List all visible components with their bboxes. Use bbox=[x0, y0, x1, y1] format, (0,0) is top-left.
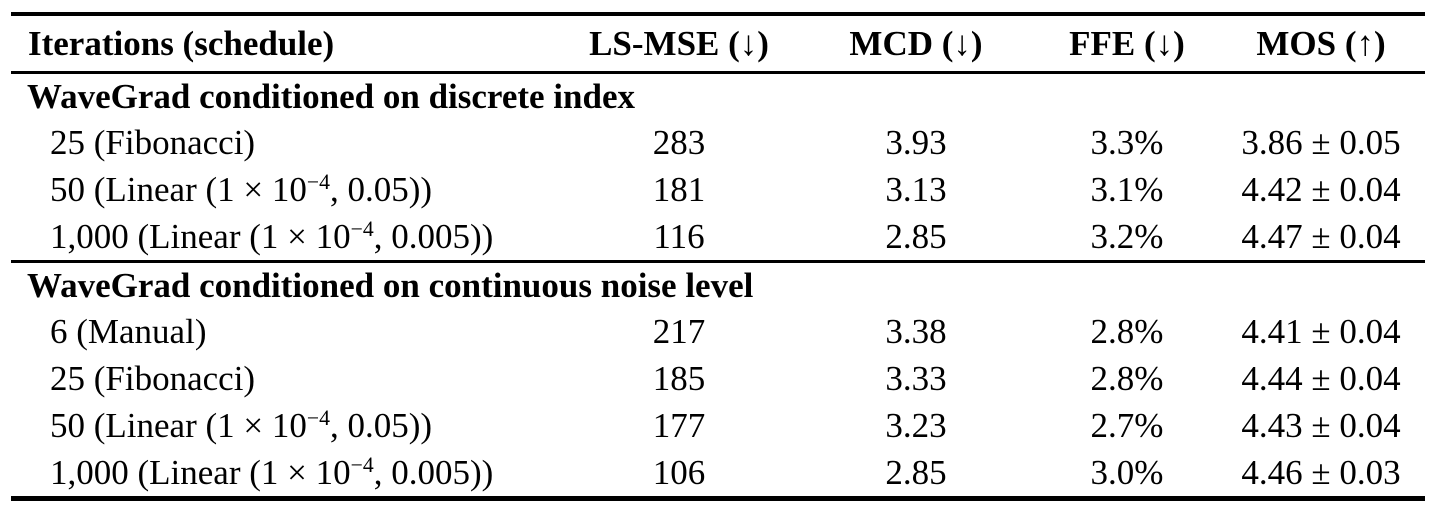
cell-ls-mse: 181 bbox=[652, 169, 706, 209]
cell-ls-mse: 116 bbox=[653, 216, 705, 256]
cell-ls-mse: 283 bbox=[652, 122, 706, 162]
cell-schedule: 1,000 (Linear (1 × 10−4, 0.005)) bbox=[50, 452, 494, 492]
section-header: WaveGrad conditioned on continuous noise… bbox=[27, 265, 754, 305]
cell-mcd: 2.85 bbox=[885, 216, 947, 256]
cell-mcd: 2.85 bbox=[885, 452, 947, 492]
cell-ffe: 2.8% bbox=[1090, 311, 1164, 351]
table-section: WaveGrad conditioned on discrete index 25… bbox=[11, 73, 1425, 262]
cell-schedule: 50 (Linear (1 × 10−4, 0.05)) bbox=[50, 405, 433, 445]
cell-mos: 4.41 ± 0.04 bbox=[1241, 311, 1401, 351]
cell-mos: 4.47 ± 0.04 bbox=[1241, 216, 1401, 256]
table-row: 6 (Manual) 217 3.38 2.8% 4.41 ± 0.04 bbox=[11, 308, 1425, 355]
cell-mcd: 3.13 bbox=[885, 169, 947, 209]
cell-ffe: 2.8% bbox=[1090, 358, 1164, 398]
section-header-row: WaveGrad conditioned on discrete index bbox=[11, 73, 1425, 120]
cell-ls-mse: 185 bbox=[652, 358, 706, 398]
section-header-row: WaveGrad conditioned on continuous noise… bbox=[11, 262, 1425, 309]
col-header-ffe: FFE (↓) bbox=[1069, 23, 1185, 63]
col-header-ls-mse: LS-MSE (↓) bbox=[589, 23, 769, 63]
table-row: 1,000 (Linear (1 × 10−4, 0.005)) 116 2.85 3… bbox=[11, 213, 1425, 262]
results-table: Iterations (schedule) LS-MSE (↓) MCD (↓)… bbox=[11, 16, 1425, 496]
cell-ls-mse: 177 bbox=[652, 405, 706, 445]
cell-mcd: 3.33 bbox=[885, 358, 947, 398]
cell-mos: 3.86 ± 0.05 bbox=[1241, 122, 1401, 162]
col-header-mcd: MCD (↓) bbox=[849, 23, 983, 63]
cell-mos: 4.43 ± 0.04 bbox=[1241, 405, 1401, 445]
cell-ffe: 3.0% bbox=[1090, 452, 1164, 492]
cell-mcd: 3.93 bbox=[885, 122, 947, 162]
table-row: 50 (Linear (1 × 10−4, 0.05)) 181 3.13 3.1% 4… bbox=[11, 166, 1425, 213]
section-header: WaveGrad conditioned on discrete index bbox=[27, 76, 635, 116]
cell-ffe: 2.7% bbox=[1090, 405, 1164, 445]
cell-ffe: 3.3% bbox=[1090, 122, 1164, 162]
cell-mos: 4.42 ± 0.04 bbox=[1241, 169, 1401, 209]
header-row: Iterations (schedule) LS-MSE (↓) MCD (↓)… bbox=[11, 16, 1425, 73]
cell-schedule: 6 (Manual) bbox=[50, 311, 207, 351]
results-table-wrap: Iterations (schedule) LS-MSE (↓) MCD (↓)… bbox=[11, 12, 1425, 501]
cell-schedule: 1,000 (Linear (1 × 10−4, 0.005)) bbox=[50, 216, 494, 256]
table-section: WaveGrad conditioned on continuous noise… bbox=[11, 261, 1425, 497]
cell-ffe: 3.2% bbox=[1090, 216, 1164, 256]
cell-mcd: 3.23 bbox=[885, 405, 947, 445]
table-row: 1,000 (Linear (1 × 10−4, 0.005)) 106 2.85 3… bbox=[11, 449, 1425, 496]
col-header-mos: MOS (↑) bbox=[1256, 23, 1386, 63]
cell-schedule: 25 (Fibonacci) bbox=[50, 122, 256, 162]
cell-schedule: 50 (Linear (1 × 10−4, 0.05)) bbox=[50, 169, 433, 209]
cell-ls-mse: 106 bbox=[652, 452, 706, 492]
cell-mcd: 3.38 bbox=[885, 311, 947, 351]
cell-ls-mse: 217 bbox=[652, 311, 706, 351]
cell-schedule: 25 (Fibonacci) bbox=[50, 358, 256, 398]
table-header: Iterations (schedule) LS-MSE (↓) MCD (↓)… bbox=[11, 16, 1425, 73]
cell-ffe: 3.1% bbox=[1090, 169, 1164, 209]
col-header-iterations-schedule: Iterations (schedule) bbox=[28, 23, 335, 63]
cell-mos: 4.46 ± 0.03 bbox=[1241, 452, 1401, 492]
table-row: 25 (Fibonacci) 283 3.93 3.3% 3.86 ± 0.05 bbox=[11, 119, 1425, 166]
table-row: 25 (Fibonacci) 185 3.33 2.8% 4.44 ± 0.04 bbox=[11, 355, 1425, 402]
cell-mos: 4.44 ± 0.04 bbox=[1241, 358, 1401, 398]
table-row: 50 (Linear (1 × 10−4, 0.05)) 177 3.23 2.7% 4… bbox=[11, 402, 1425, 449]
